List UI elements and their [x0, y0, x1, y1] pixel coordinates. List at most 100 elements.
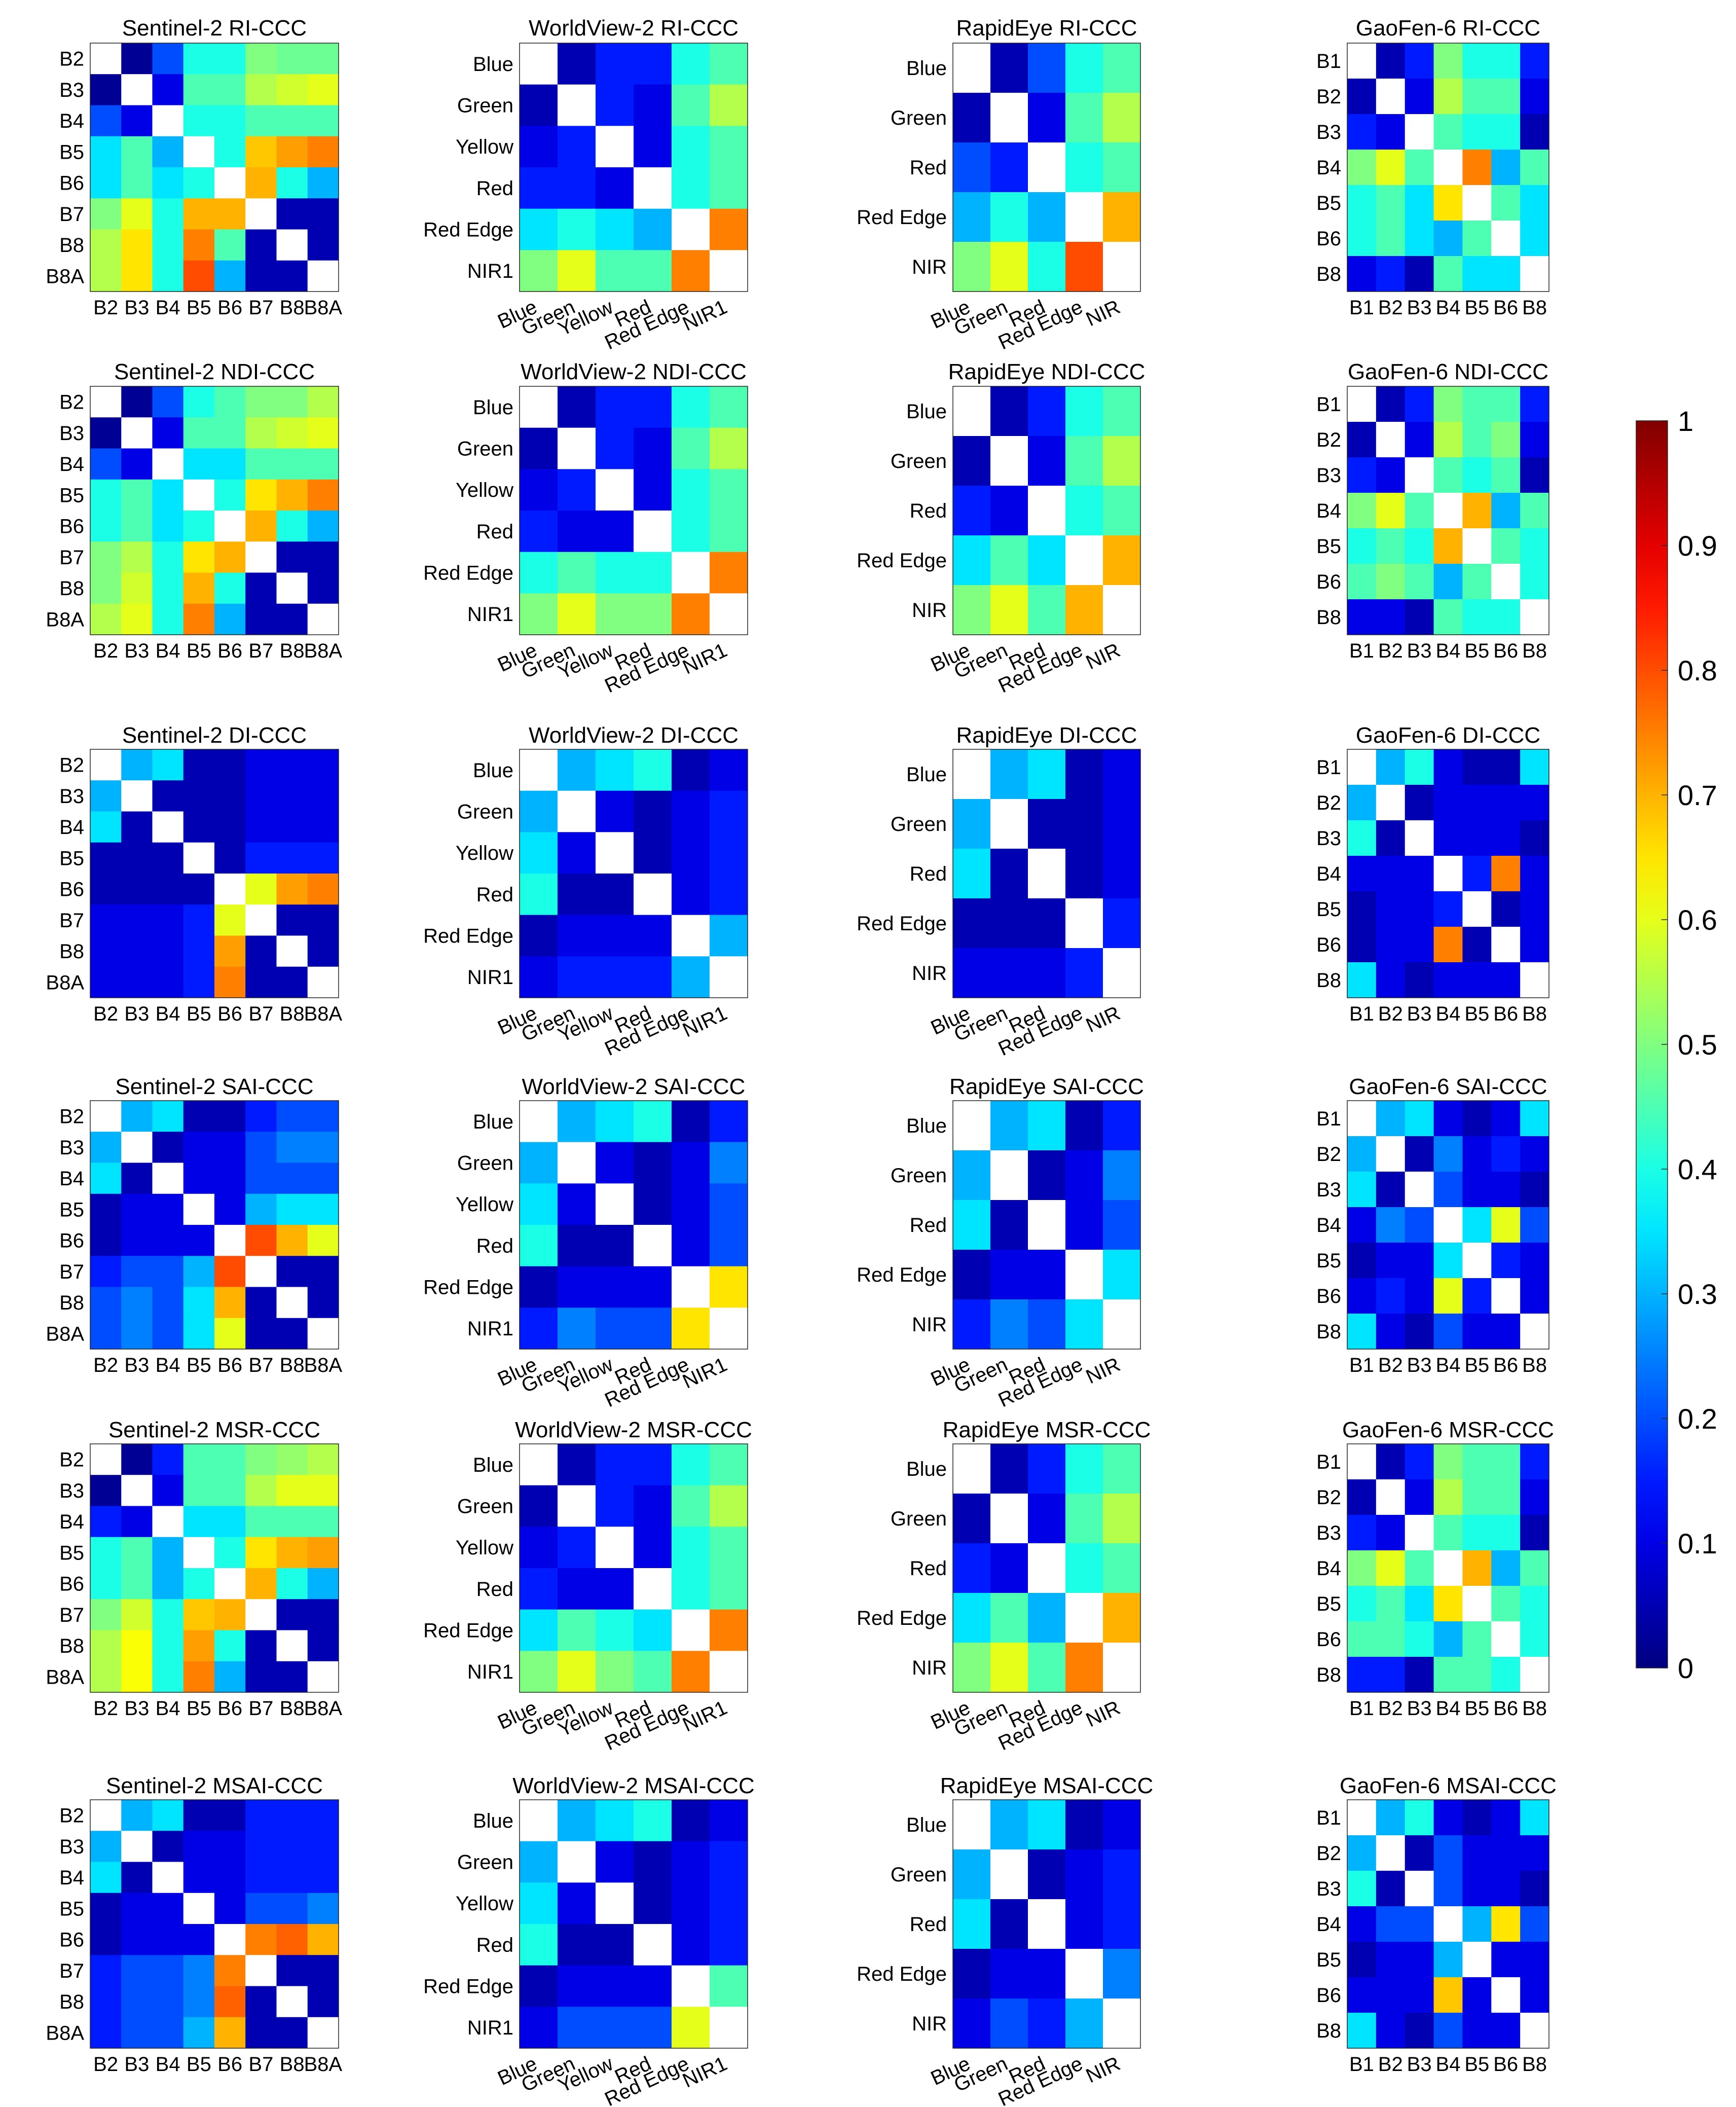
y-tick-label: B3	[1316, 827, 1341, 850]
heatmap-cell-r2-c2	[121, 417, 153, 449]
y-tick-label: Red	[476, 884, 513, 906]
heatmap-cell-r6-c4	[634, 593, 672, 635]
heatmap-cell-r5-c4	[634, 1965, 672, 2007]
y-tick-label: B4	[1316, 1214, 1341, 1237]
heatmap-cell-r1-c5	[214, 1800, 246, 1831]
heatmap-frame	[90, 386, 339, 635]
heatmap-cell-r4-c8	[307, 479, 339, 511]
colorbar-tick-label: 0.5	[1678, 1029, 1717, 1061]
heatmap-cell-r6-c1	[90, 198, 122, 230]
heatmap-cell-r3-c4	[183, 1862, 215, 1894]
x-tick-label: B3	[1407, 1697, 1432, 1720]
heatmap-cell-r5-c2	[1376, 185, 1406, 221]
heatmap-cell-r2-c4	[183, 1475, 215, 1507]
heatmap-cell-r6-c4	[634, 2007, 672, 2049]
heatmap-cell-r6-c5	[1462, 1977, 1492, 2013]
heatmap-cell-r6-c7	[1520, 221, 1549, 257]
heatmap-cell-r4-c8	[307, 1893, 339, 1924]
x-tick-label: B6	[1493, 640, 1518, 662]
heatmap-cell-r7-c7	[1520, 962, 1549, 998]
y-tick-label: B8A	[46, 2022, 84, 2044]
heatmap-cell-r3-c6	[1491, 820, 1521, 856]
heatmap-cell-r3-c2	[121, 1506, 153, 1538]
heatmap-cell-r3-c3	[152, 1862, 184, 1894]
heatmap-cell-r3-c6	[710, 832, 748, 874]
heatmap-cell-r4-c3	[152, 842, 184, 874]
heatmap-cell-r4-c1	[520, 874, 558, 916]
heatmap-cell-r6-c4	[634, 956, 672, 998]
x-tick-label: B8	[1522, 1003, 1547, 1025]
heatmap-cell-r4-c3	[1028, 535, 1066, 586]
heatmap-cell-r5-c2	[1376, 1243, 1406, 1279]
heatmap-cell-r3-c3	[596, 1183, 634, 1225]
heatmap-cell-r4-c6	[710, 1924, 748, 1966]
x-tick-label: B5	[1464, 640, 1489, 662]
y-tick-label: Yellow	[456, 1193, 513, 1216]
heatmap-cell-r3-c1	[1347, 1172, 1377, 1208]
heatmap-cell-r1-c1	[953, 1101, 991, 1151]
heatmap-cell-r2-c1	[953, 436, 991, 486]
heatmap-cell-r1-c7	[276, 1101, 308, 1132]
heatmap-cell-r4-c3	[1405, 1550, 1434, 1586]
heatmap-cell-r1-c4	[183, 1444, 215, 1475]
heatmap-cell-r5-c3	[152, 1225, 184, 1256]
heatmap-cell-r6-c6	[245, 198, 277, 230]
heatmap-cell-r2-c7	[276, 1132, 308, 1164]
heatmap-cell-r2-c1	[520, 427, 558, 469]
y-tick-label: B7	[59, 1604, 84, 1626]
y-tick-label: B4	[1316, 1913, 1341, 1936]
heatmap-cell-r3-c5	[214, 448, 246, 480]
heatmap-cell-r2-c3	[1405, 1835, 1434, 1871]
heatmap-cell-r5-c8	[307, 1568, 339, 1600]
heatmap-cell-r3-c3	[152, 1506, 184, 1538]
heatmap-cell-r3-c1	[90, 1506, 122, 1538]
heatmap-cell-r3-c5	[1462, 457, 1492, 493]
heatmap-cell-r6-c2	[1376, 221, 1406, 257]
heatmap-cell-r3-c6	[710, 1183, 748, 1225]
heatmap-cell-r1-c2	[558, 43, 596, 85]
heatmap-cell-r7-c8	[307, 1287, 339, 1319]
heatmap-cell-r4-c4	[1433, 493, 1463, 529]
heatmap-cell-r6-c2	[121, 1256, 153, 1288]
heatmap-cell-r3-c5	[672, 832, 710, 874]
y-tick-label: Red Edge	[857, 1264, 947, 1286]
y-tick-label: B8	[59, 577, 84, 600]
heatmap-panel-6: WorldView-2 NDI-CCC Blue Green Yellow Red Red…	[423, 359, 748, 697]
heatmap-cell-r6-c2	[1376, 927, 1406, 963]
heatmap-cell-r2-c6	[1491, 1479, 1521, 1515]
heatmap-cell-r1-c1	[520, 1101, 558, 1143]
heatmap-cell-r3-c5	[1462, 1172, 1492, 1208]
heatmap-title: Sentinel-2 RI-CCC	[122, 16, 307, 41]
heatmap-cell-r2-c6	[245, 417, 277, 449]
heatmap-cell-r4-c7	[276, 479, 308, 511]
heatmap-cell-r2-c1	[520, 84, 558, 126]
y-tick-label: Green	[891, 107, 947, 129]
heatmap-cell-r4-c7	[276, 136, 308, 168]
heatmap-cell-r2-c5	[1462, 1835, 1492, 1871]
x-tick-label: B8	[280, 1003, 305, 1025]
heatmap-cell-r3-c3	[152, 1163, 184, 1194]
heatmap-cell-r5-c6	[710, 1609, 748, 1651]
heatmap-cell-r7-c6	[245, 572, 277, 604]
heatmap-cell-r4-c2	[558, 1568, 596, 1610]
y-tick-label: B8A	[46, 971, 84, 994]
heatmap-cell-r5-c3	[1028, 948, 1066, 998]
heatmap-cell-r4-c3	[596, 167, 634, 209]
y-tick-label: NIR	[912, 1657, 947, 1679]
heatmap-cell-r3-c5	[214, 105, 246, 137]
heatmap-cell-r1-c6	[245, 43, 277, 75]
y-tick-label: Blue	[906, 1115, 947, 1137]
heatmap-cell-r5-c2	[1376, 1586, 1406, 1622]
heatmap-cell-r2-c2	[121, 74, 153, 106]
heatmap-cell-r5-c6	[710, 1266, 748, 1308]
heatmap-cell-r4-c3	[1028, 1250, 1066, 1300]
x-tick-label: B6	[217, 640, 242, 662]
x-tick-label: B5	[1464, 1354, 1489, 1376]
heatmap-cell-r8-c7	[276, 1318, 308, 1350]
heatmap-panel-2: WorldView-2 RI-CCC Blue Green Yellow Red Red …	[423, 16, 748, 354]
heatmap-cell-r4-c4	[634, 167, 672, 209]
heatmap-cell-r2-c5	[1103, 93, 1141, 143]
heatmap-cell-r7-c8	[307, 572, 339, 604]
